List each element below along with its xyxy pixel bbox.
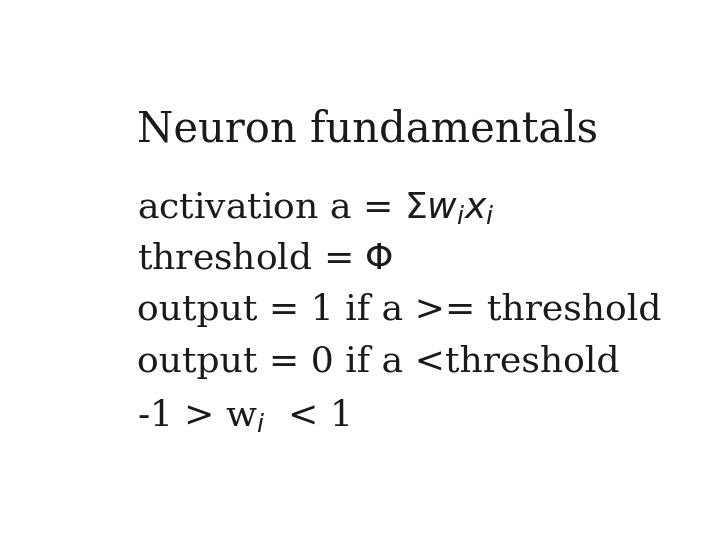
Text: threshold = $\Phi$: threshold = $\Phi$ — [138, 241, 394, 275]
Text: Neuron fundamentals: Neuron fundamentals — [138, 109, 598, 151]
Text: output = 1 if a >= threshold: output = 1 if a >= threshold — [138, 294, 662, 327]
Text: activation a = $\Sigma w_i x_i$: activation a = $\Sigma w_i x_i$ — [138, 190, 495, 226]
Text: -1 > w$_i$  < 1: -1 > w$_i$ < 1 — [138, 397, 350, 435]
Text: output = 0 if a <threshold: output = 0 if a <threshold — [138, 346, 620, 380]
